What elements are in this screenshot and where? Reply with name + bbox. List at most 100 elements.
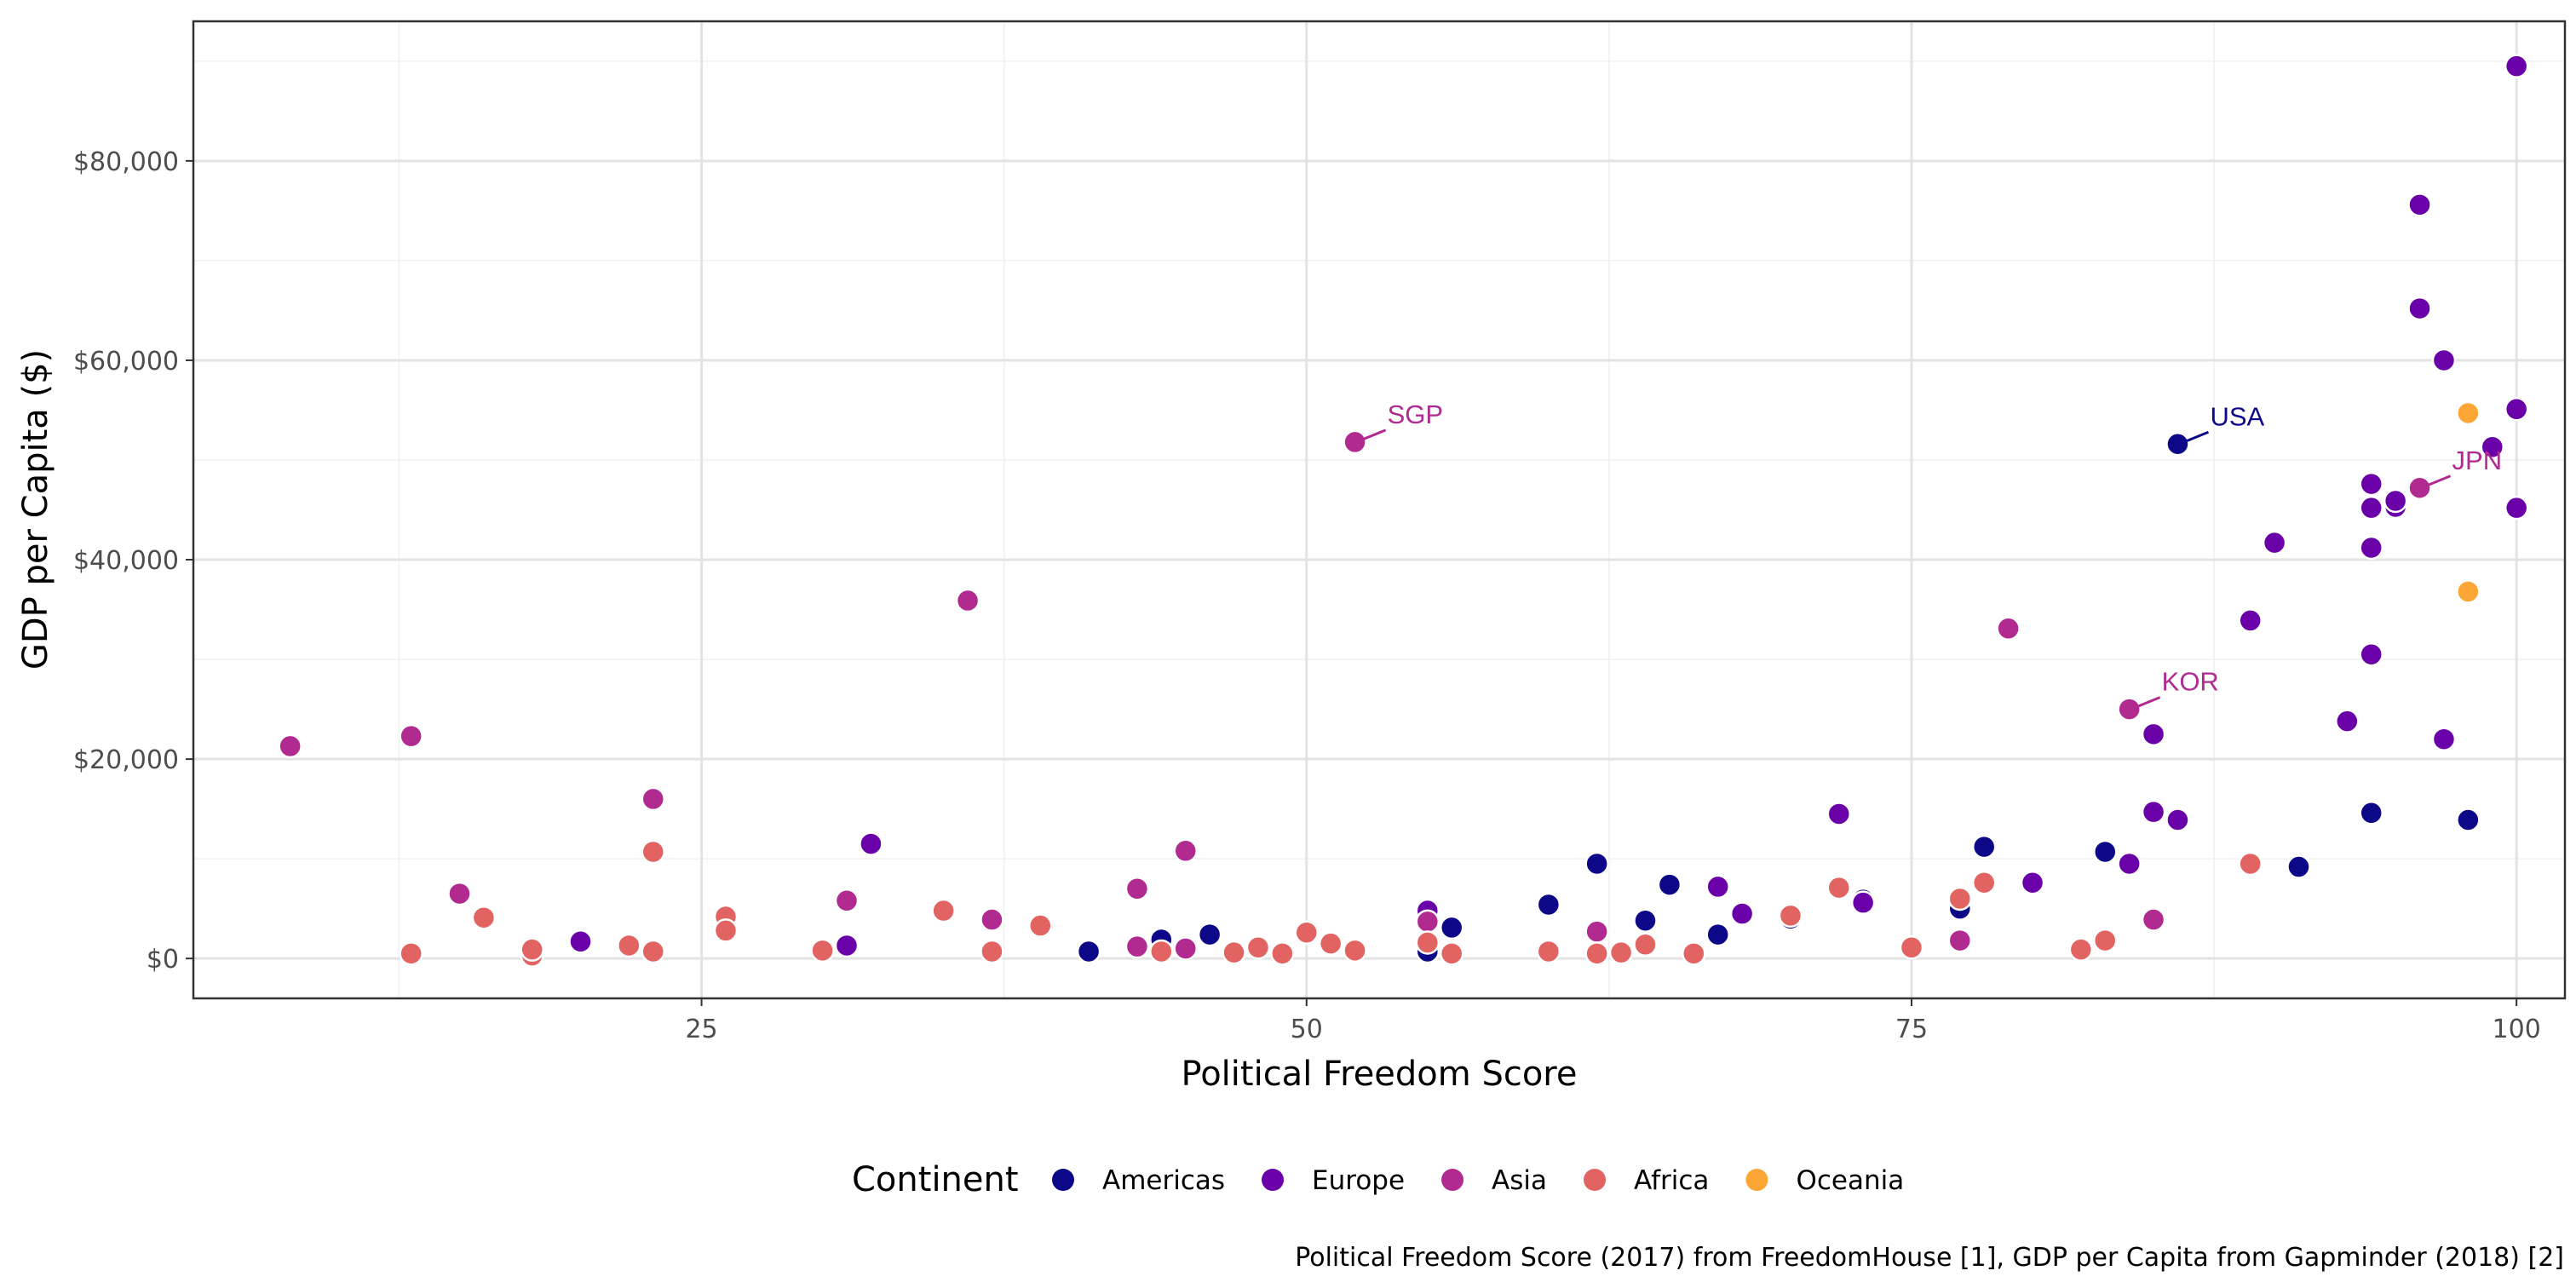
point-annotations: SGP USA JPN KOR (1362, 400, 2502, 708)
data-point (1245, 935, 1271, 960)
data-point (2431, 727, 2457, 751)
annotation-label: SGP (1388, 400, 1443, 429)
legend-key (1441, 1169, 1464, 1191)
data-point (1343, 429, 1367, 455)
data-point (2359, 641, 2383, 667)
x-axis-title: Political Freedom Score (1182, 1055, 1578, 1094)
data-point (447, 881, 472, 906)
data-point (2262, 530, 2287, 555)
data-point (641, 939, 666, 964)
data-point (2480, 434, 2505, 460)
data-point (1899, 935, 1924, 960)
data-point (1415, 909, 1440, 934)
data-point (2504, 54, 2529, 78)
data-point (1270, 941, 1295, 966)
data-point (2359, 495, 2383, 520)
data-point (399, 723, 423, 749)
data-point (2456, 400, 2481, 426)
data-point (2359, 535, 2383, 561)
series-africa (399, 839, 2263, 968)
legend-item-asia: Asia (1441, 1165, 1547, 1196)
data-point (2141, 722, 2166, 747)
x-tick-label: 50 (1291, 1015, 1323, 1044)
data-point (1584, 919, 1609, 944)
data-point (2117, 697, 2142, 722)
chart-caption: Political Freedom Score (2017) from Free… (1295, 1243, 2564, 1273)
panel-border (192, 20, 2567, 1000)
data-point (1028, 913, 1053, 938)
data-point (641, 786, 666, 812)
annotation-leader (1362, 428, 1387, 441)
data-point (2431, 348, 2457, 373)
data-point (1850, 890, 1876, 915)
data-point (1076, 939, 1101, 964)
data-point (641, 839, 666, 865)
data-point (1149, 939, 1174, 964)
annotation-label: KOR (2162, 667, 2219, 697)
data-point (1705, 922, 1730, 947)
data-point (1536, 939, 1561, 964)
data-point (2407, 475, 2432, 501)
data-point (2407, 296, 2432, 321)
legend-key (1052, 1169, 1074, 1191)
data-point (1222, 940, 1246, 965)
data-point (2092, 839, 2118, 865)
data-point (859, 831, 883, 856)
data-point (2020, 870, 2045, 895)
data-point (1971, 834, 1997, 860)
x-tick-label: 100 (2493, 1015, 2541, 1044)
data-point (2456, 579, 2481, 604)
data-point (1439, 941, 1464, 966)
data-point (1294, 920, 1320, 946)
legend-item-oceania: Oceania (1745, 1165, 1904, 1196)
data-point (1996, 616, 2021, 641)
data-point (1947, 886, 1973, 911)
legend-label: Oceania (1796, 1165, 1904, 1196)
data-point (1584, 941, 1609, 966)
data-point (2359, 801, 2383, 825)
legend-key (1584, 1169, 1607, 1191)
y-tick-label: $60,000 (73, 347, 179, 377)
data-point (1778, 903, 1803, 929)
data-point (713, 918, 739, 943)
data-point (1826, 802, 1852, 826)
data-point (2504, 495, 2529, 520)
data-point (980, 939, 1004, 964)
data-point (1633, 908, 1658, 933)
data-point (1971, 870, 1997, 895)
panel-background (193, 21, 2565, 998)
data-point (2117, 851, 2142, 877)
data-point (2359, 471, 2383, 497)
x-tick-label: 25 (685, 1015, 717, 1044)
data-point (278, 733, 302, 759)
series-oceania (2456, 400, 2481, 604)
data-point (931, 898, 956, 923)
data-point (810, 938, 835, 963)
data-point (980, 907, 1004, 932)
data-point (1947, 928, 1973, 953)
data-point (834, 933, 860, 958)
legend-key (1262, 1169, 1285, 1191)
data-point (1415, 930, 1440, 955)
data-point (2456, 808, 2481, 832)
y-tick-label: $40,000 (73, 546, 179, 576)
legend-key (1745, 1169, 1768, 1191)
legend-label: Americas (1102, 1165, 1225, 1196)
data-point (2165, 432, 2190, 457)
data-point (520, 937, 544, 962)
annotation-leader (2426, 474, 2452, 487)
data-point (1608, 940, 1634, 965)
legend-item-africa: Africa (1584, 1165, 1709, 1196)
data-point (2092, 928, 2118, 953)
data-point (2141, 799, 2166, 825)
data-point (568, 929, 593, 954)
legend: Continent Americas Europe Asia Africa Oceani… (852, 1160, 1904, 1199)
legend-label: Europe (1312, 1165, 1405, 1196)
data-point (955, 588, 980, 613)
y-tick-label: $80,000 (73, 147, 179, 177)
legend-title: Continent (852, 1160, 1019, 1199)
series-europe (568, 54, 2529, 958)
data-point (2238, 851, 2263, 877)
y-tick-label: $0 (147, 945, 179, 975)
